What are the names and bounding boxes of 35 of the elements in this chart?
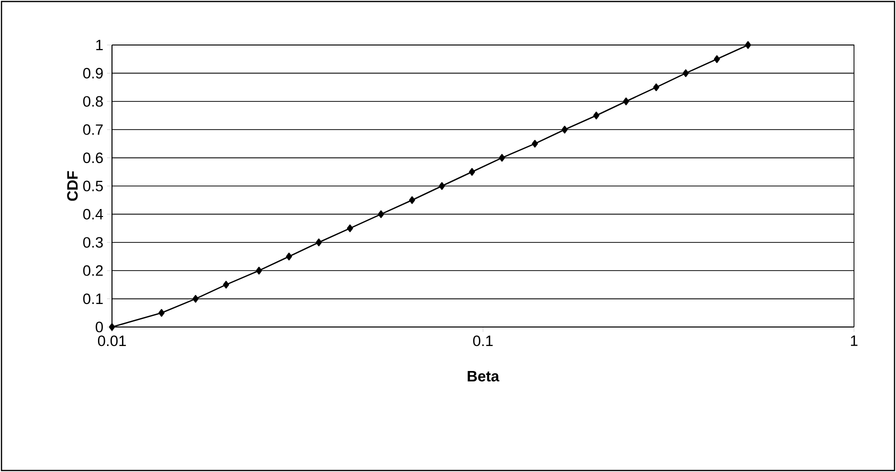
x-tick-label: 0.1: [473, 336, 493, 346]
point: [316, 238, 322, 246]
x-axis-title: Beta: [468, 371, 500, 382]
point: [714, 55, 720, 63]
y-tick-label: 0.5: [83, 180, 103, 192]
y-tick-label: 1: [96, 40, 103, 50]
y-axis-title: CDF: [67, 171, 78, 201]
point: [256, 266, 262, 274]
point: [532, 140, 538, 148]
point: [409, 196, 416, 204]
y-tick-label: 0.1: [83, 293, 103, 304]
x-tick-label: 1: [850, 336, 858, 346]
y-tick-label: 0.6: [83, 152, 103, 164]
point: [223, 280, 230, 289]
y-tick-label: 0: [96, 322, 103, 332]
point: [286, 252, 292, 260]
y-tick-label: 0.4: [83, 208, 104, 220]
point: [744, 41, 752, 49]
y-tick-label: 0.3: [83, 237, 103, 248]
point: [682, 69, 689, 78]
point: [593, 112, 600, 120]
point: [623, 98, 630, 106]
x-tick-label: 0.01: [98, 336, 126, 346]
point: [498, 154, 506, 162]
point: [653, 83, 660, 92]
point: [378, 210, 384, 218]
point: [346, 224, 354, 232]
y-tick-label: 0.8: [83, 96, 103, 107]
point: [438, 182, 445, 190]
point: [468, 168, 476, 176]
y-tick-label: 0.7: [83, 124, 103, 135]
point: [192, 294, 199, 303]
y-tick-label: 0.2: [83, 265, 103, 276]
point: [562, 126, 568, 134]
y-tick-label: 0.9: [83, 68, 103, 79]
